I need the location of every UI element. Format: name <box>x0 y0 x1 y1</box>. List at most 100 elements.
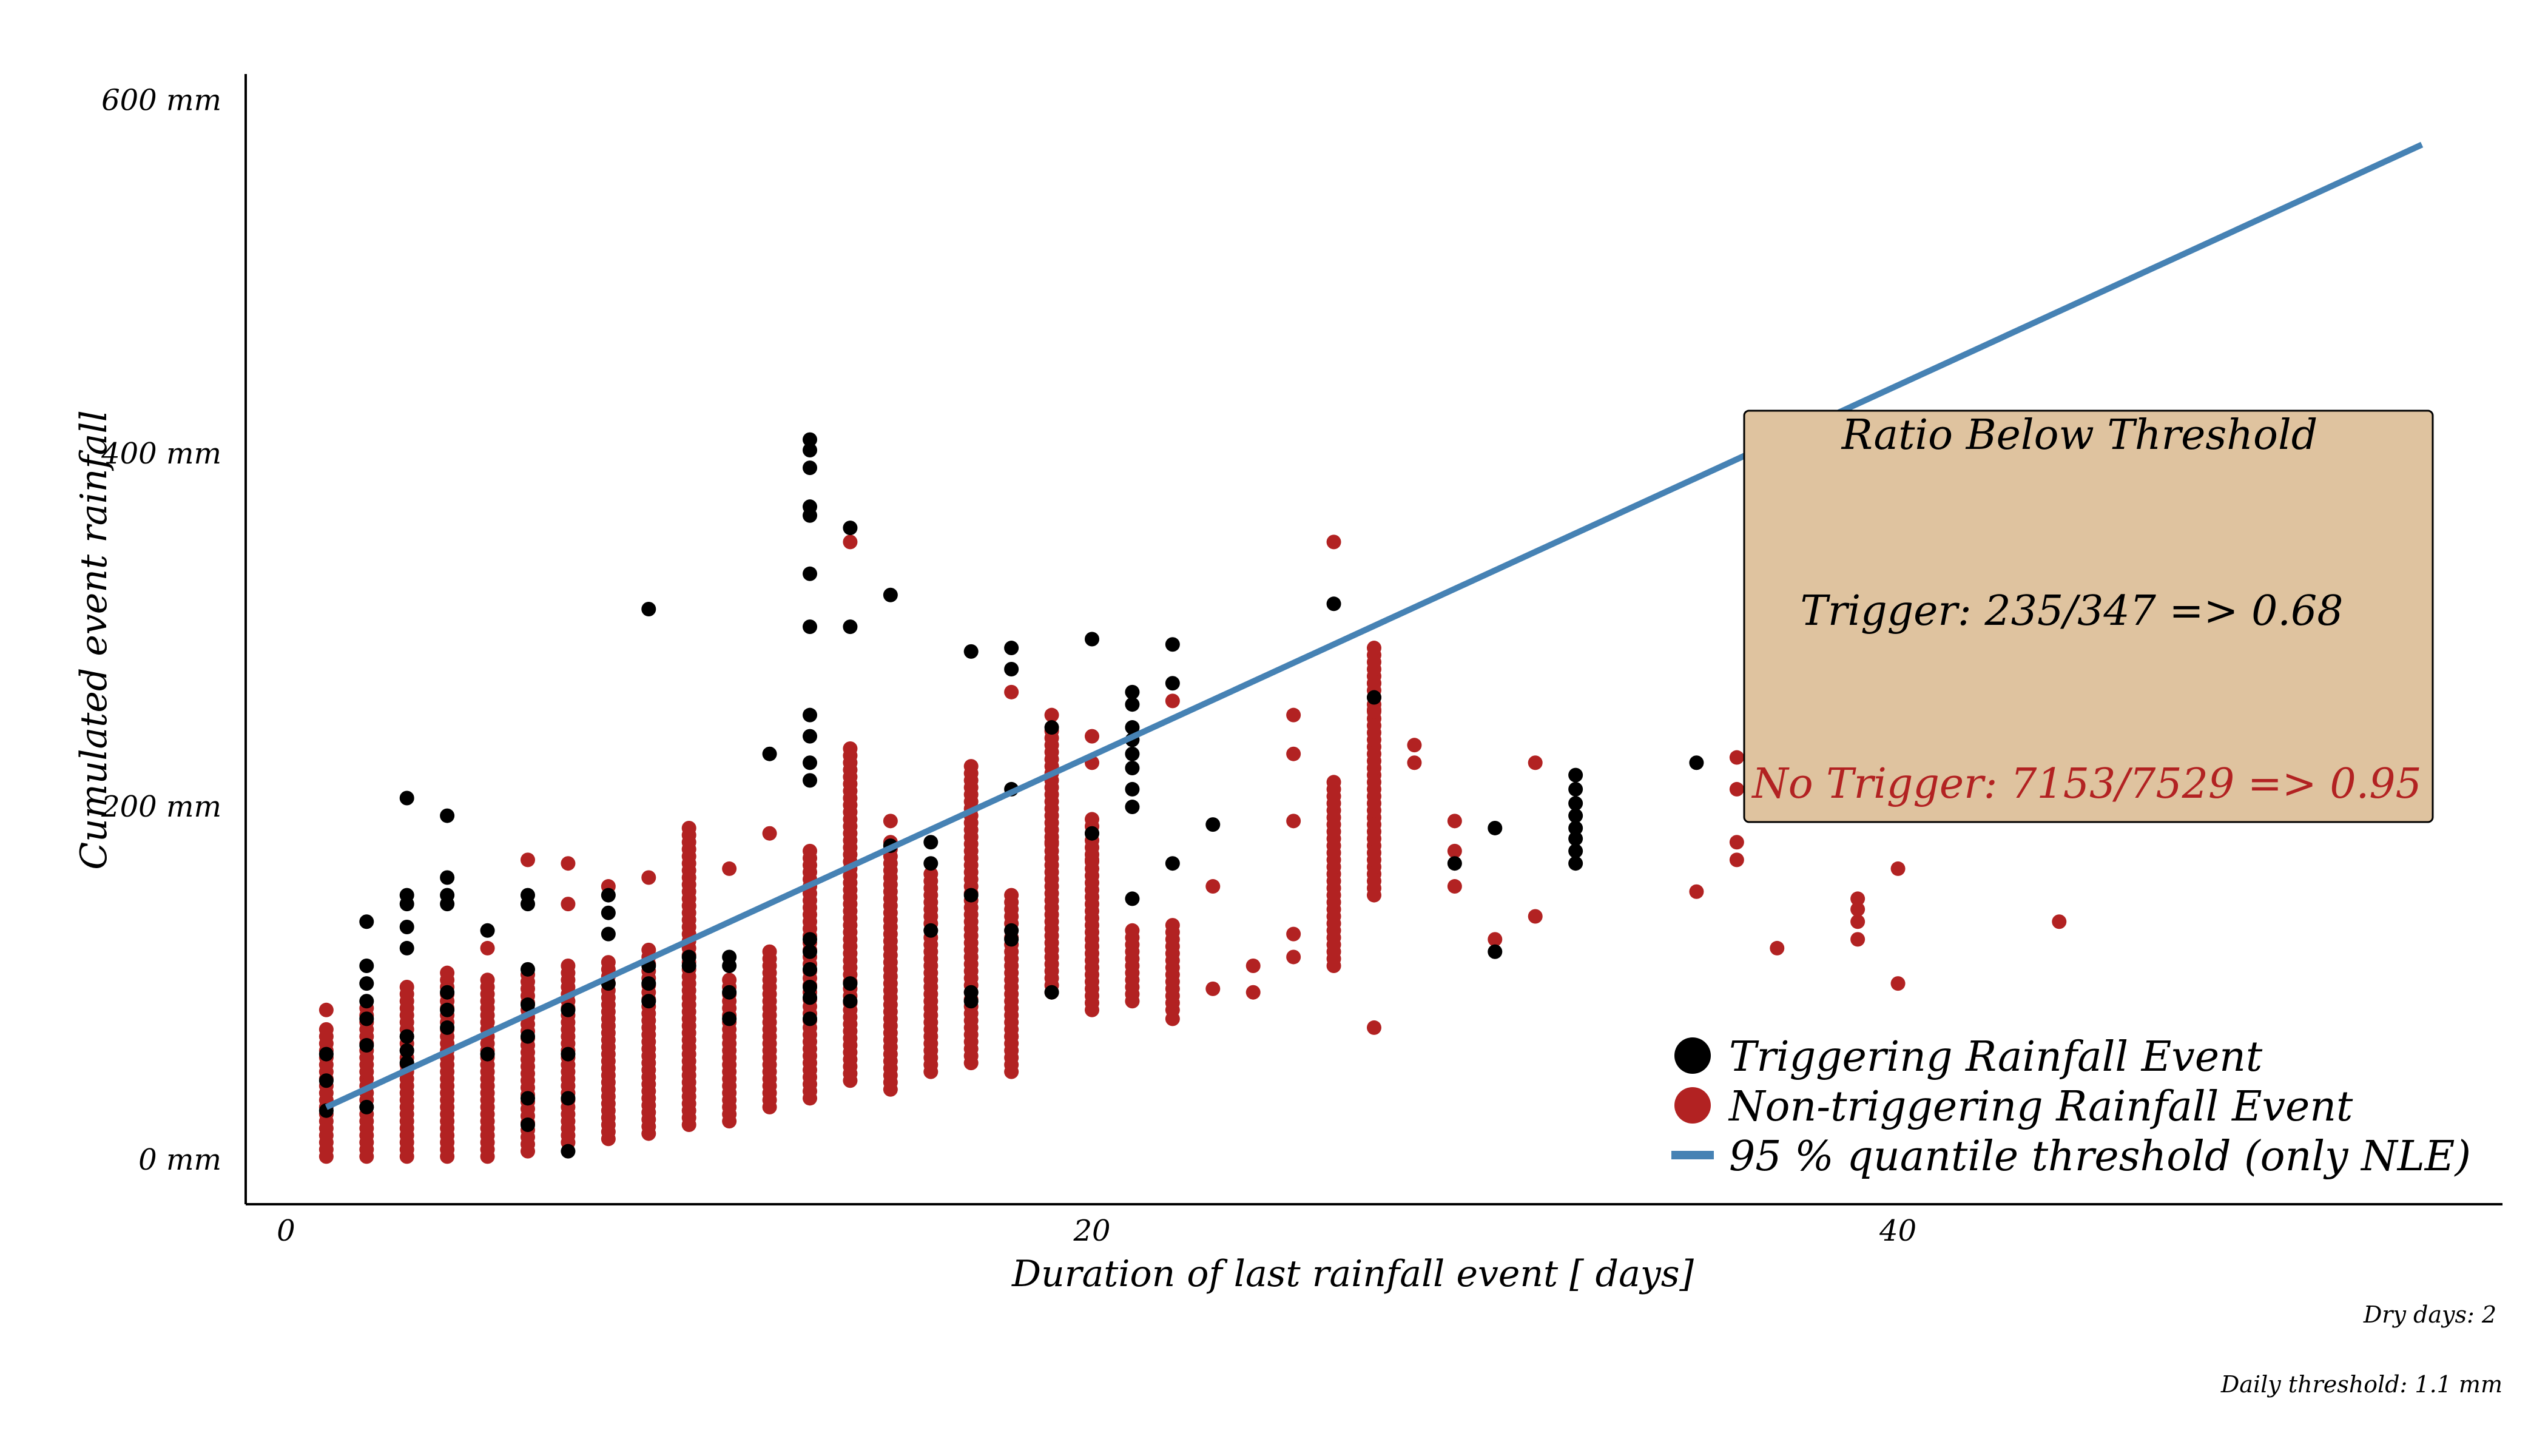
triggering-point <box>1568 856 1583 871</box>
non-triggering-point <box>1125 923 1140 938</box>
triggering-point <box>601 926 616 942</box>
triggering-point <box>359 1099 374 1114</box>
triggering-point <box>1044 720 1059 735</box>
triggering-point <box>883 587 898 602</box>
annotation-box: Ratio Below Threshold Trigger: 235/347 =… <box>1743 410 2434 823</box>
triggering-point <box>318 1073 334 1088</box>
triggering-point <box>521 962 535 977</box>
non-triggering-point <box>1528 909 1543 924</box>
triggering-point <box>1125 781 1140 797</box>
triggering-point <box>1488 820 1503 835</box>
footnote-dry-days: Dry days: 2 <box>2363 1301 2496 1328</box>
triggering-point <box>1125 746 1140 761</box>
non-triggering-point <box>1890 976 1906 991</box>
non-triggering-point <box>561 959 576 974</box>
triggering-point <box>521 997 535 1013</box>
triggering-point <box>1125 684 1140 699</box>
triggering-point <box>1568 781 1583 797</box>
triggering-point <box>843 994 858 1009</box>
triggering-point <box>803 932 817 947</box>
triggering-point <box>440 985 455 1000</box>
triggering-point <box>399 1043 414 1058</box>
triggering-point <box>803 499 817 514</box>
triggering-point <box>803 432 817 447</box>
non-triggering-point <box>1407 755 1422 770</box>
threshold-line-group <box>325 141 2424 1110</box>
triggering-point <box>440 808 455 823</box>
triggering-point <box>399 1029 414 1044</box>
y-axis-label: Cumulated event rainfall <box>73 410 115 870</box>
x-tick-label: 40 <box>1879 1214 1916 1248</box>
non-triggering-point <box>1326 534 1341 550</box>
triggering-point <box>440 1020 455 1035</box>
non-triggering-point <box>1729 750 1744 765</box>
triggering-point <box>1568 796 1583 811</box>
non-triggering-point <box>1447 814 1462 829</box>
non-triggering-point <box>521 852 535 868</box>
triggering-point <box>1004 641 1019 656</box>
triggering-point <box>521 1117 535 1133</box>
triggering-point <box>359 976 374 991</box>
triggering-point <box>1125 720 1140 735</box>
triggering-point <box>521 1029 535 1044</box>
non-triggering-point <box>843 741 858 756</box>
non-triggering-point <box>923 866 939 881</box>
non-triggering-point <box>722 972 737 988</box>
non-triggering-point <box>601 955 616 970</box>
non-triggering-point <box>318 1022 334 1037</box>
non-triggering-point <box>1850 902 1866 917</box>
non-triggering-point <box>1729 835 1744 850</box>
triggering-point <box>641 602 656 617</box>
non-triggering-point <box>1407 738 1422 753</box>
non-triggering-point <box>1085 812 1099 827</box>
annotation-background <box>1743 410 2434 823</box>
triggering-point <box>803 979 817 994</box>
non-triggering-point <box>561 856 576 871</box>
triggering-point <box>1125 760 1140 775</box>
triggering-point <box>1367 690 1381 705</box>
non-triggering-point <box>1689 884 1704 899</box>
legend-trigger-marker <box>1674 1037 1711 1074</box>
triggering-point <box>803 962 817 977</box>
non-triggering-point <box>399 979 414 994</box>
triggering-point <box>359 1038 374 1053</box>
non-triggering-point <box>1367 702 1381 717</box>
non-triggering-point <box>1205 879 1221 894</box>
triggering-point <box>803 990 817 1005</box>
triggering-point <box>1568 820 1583 835</box>
triggering-point <box>803 773 817 788</box>
annotation-title: Ratio Below Threshold <box>1841 411 2317 459</box>
triggering-point <box>1568 831 1583 846</box>
annotation-trigger-ratio: Trigger: 235/347 => 0.68 <box>1800 587 2343 635</box>
y-tick-label: 400 mm <box>101 437 221 471</box>
non-triggering-point <box>963 759 979 774</box>
legend-no-trigger-marker <box>1674 1087 1711 1124</box>
non-triggering-point <box>1004 888 1019 903</box>
triggering-point <box>843 619 858 635</box>
triggering-point <box>803 707 817 723</box>
triggering-point <box>521 1091 535 1106</box>
footnote-daily-threshold: Daily threshold: 1.1 mm <box>2220 1371 2502 1398</box>
non-triggering-point <box>1085 852 1099 868</box>
triggering-point <box>1568 767 1583 783</box>
triggering-point <box>440 870 455 885</box>
triggering-point <box>1488 944 1503 959</box>
triggering-point <box>399 940 414 956</box>
non-triggering-point <box>480 972 495 988</box>
legend-trigger-label: Triggering Rainfall Event <box>1729 1033 2263 1081</box>
non-triggering-point <box>722 861 737 876</box>
axes <box>244 74 2502 1205</box>
non-triggering-point <box>1286 814 1301 829</box>
non-triggering-point <box>1850 932 1866 947</box>
non-triggering-point <box>1165 1011 1180 1026</box>
triggering-point <box>561 1002 576 1017</box>
triggering-point <box>803 443 817 458</box>
triggering-point <box>601 888 616 903</box>
y-tick-label: 600 mm <box>101 84 221 118</box>
triggering-point <box>561 1144 576 1159</box>
non-triggering-point <box>1286 926 1301 942</box>
triggering-point <box>681 949 696 965</box>
non-triggering-point <box>1205 981 1221 996</box>
non-triggering-point <box>1367 676 1381 691</box>
non-triggering-point <box>1890 861 1906 876</box>
